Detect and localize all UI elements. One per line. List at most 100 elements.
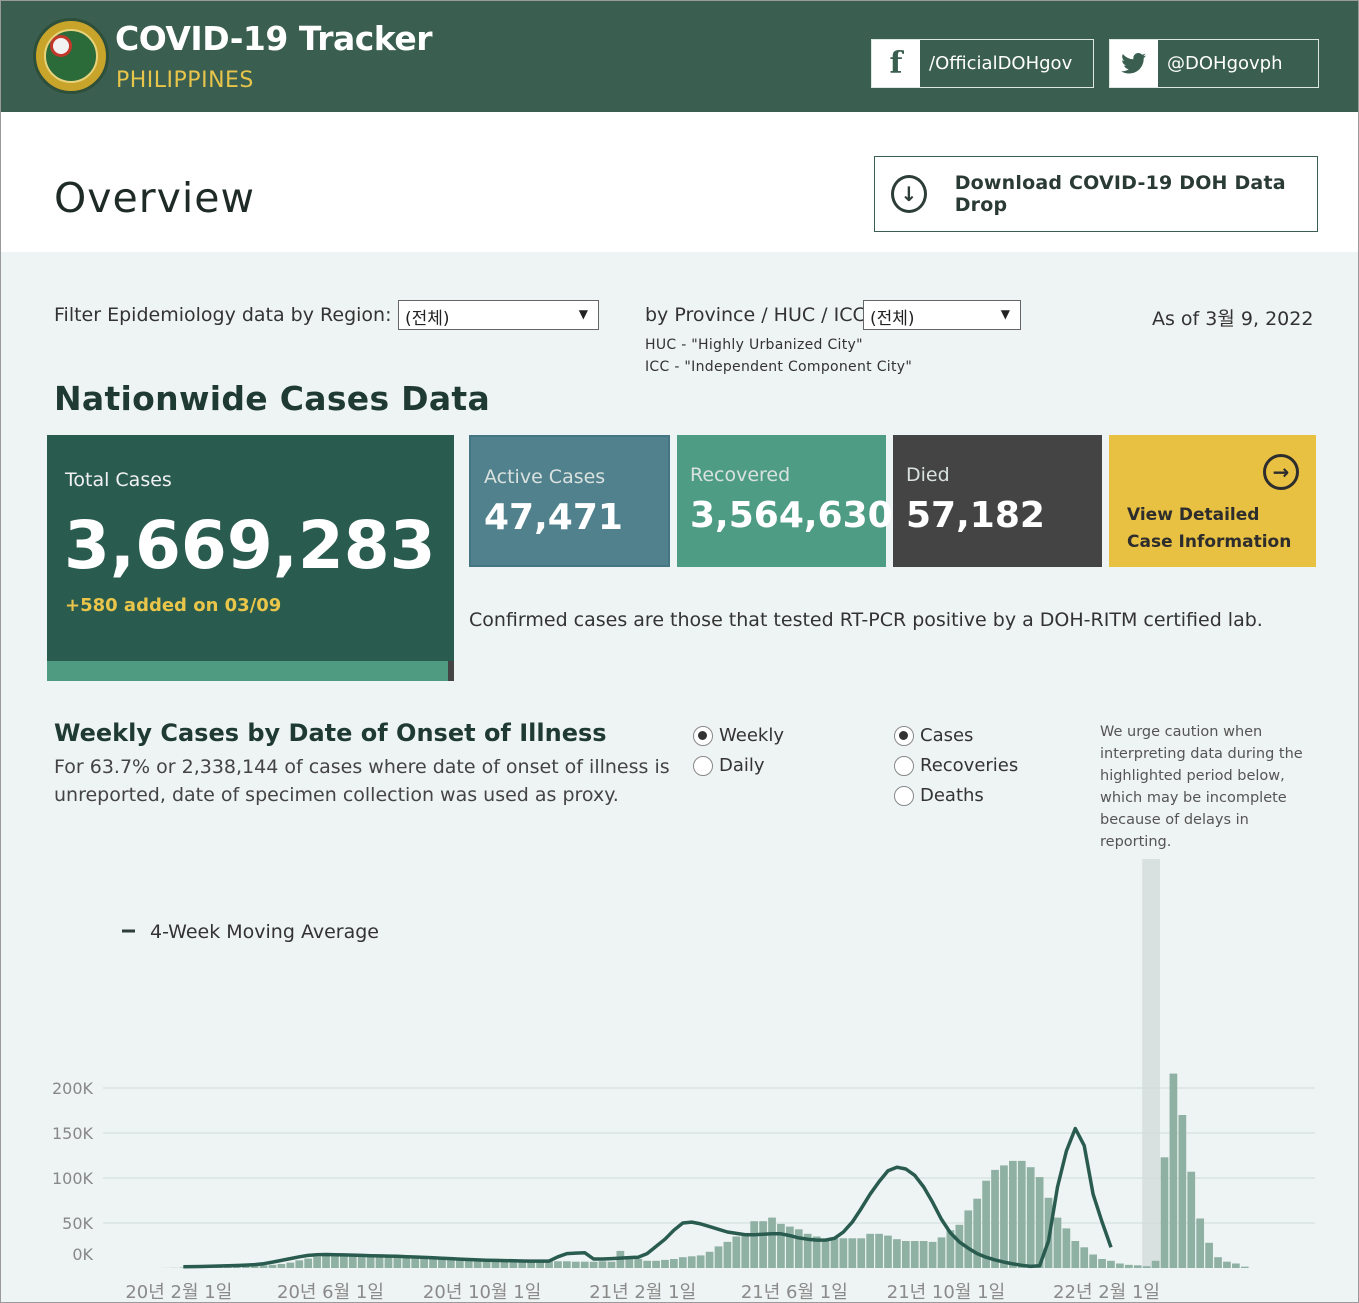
as-of-date: As of 3월 9, 2022 <box>1152 308 1314 330</box>
died-card: Died 57,182 <box>893 435 1102 567</box>
overview-band: Overview ↓ Download COVID-19 DOH Data Dr… <box>1 112 1358 252</box>
bar <box>536 1260 544 1268</box>
app-title: COVID-19 Tracker <box>115 19 433 58</box>
province-select[interactable]: (전체) ▼ <box>863 300 1021 330</box>
bar <box>1133 1265 1142 1268</box>
caution-note: We urge caution when interpreting data d… <box>1100 724 1303 850</box>
bar <box>509 1260 518 1268</box>
bar <box>1169 1073 1178 1268</box>
bar <box>447 1257 455 1268</box>
app-subtitle: PHILIPPINES <box>116 68 254 93</box>
highlight-period <box>1142 859 1161 1268</box>
bar <box>928 1241 937 1268</box>
bar <box>741 1232 750 1268</box>
bar <box>482 1259 491 1268</box>
region-select[interactable]: (전체) ▼ <box>398 300 599 330</box>
bar <box>919 1241 928 1268</box>
bar <box>670 1259 678 1268</box>
detail-label: View Detailed Case Information <box>1127 502 1291 556</box>
bar <box>518 1260 527 1268</box>
bar <box>1116 1263 1124 1268</box>
bar <box>393 1255 402 1268</box>
bar <box>554 1261 562 1268</box>
died-label: Died <box>906 464 950 486</box>
dropdown-arrow-icon: ▼ <box>1000 307 1010 321</box>
radio-daily[interactable]: Daily <box>693 755 765 776</box>
total-card-edge <box>448 661 454 681</box>
radio-weekly[interactable]: Weekly <box>693 725 784 746</box>
bar <box>973 1198 982 1268</box>
bar <box>313 1256 321 1268</box>
total-card-accent-bar <box>47 661 449 681</box>
bar <box>812 1236 821 1268</box>
facebook-link[interactable]: f /OfficialDOHgov <box>871 39 1094 88</box>
x-tick-label: 21년 10월 1일 <box>887 1282 1005 1303</box>
radio-deaths[interactable]: Deaths <box>894 785 984 806</box>
bar <box>241 1265 250 1268</box>
bar <box>1223 1261 1231 1268</box>
bar <box>1240 1266 1249 1268</box>
bar <box>1017 1160 1026 1268</box>
seal-core <box>50 35 72 57</box>
twitter-link[interactable]: @DOHgovph <box>1109 39 1319 88</box>
bar <box>794 1229 803 1268</box>
bar <box>259 1265 268 1268</box>
bar <box>893 1239 901 1268</box>
doh-seal-logo <box>33 18 109 94</box>
bar <box>982 1180 990 1268</box>
active-cases-value: 47,471 <box>484 497 623 538</box>
bar <box>866 1233 874 1268</box>
download-data-drop-button[interactable]: ↓ Download COVID-19 DOH Data Drop <box>874 156 1318 232</box>
bar <box>607 1261 616 1268</box>
twitter-label: @DOHgovph <box>1167 53 1283 74</box>
bar <box>286 1262 295 1268</box>
bar <box>545 1261 553 1268</box>
bar <box>643 1260 651 1268</box>
total-cases-label: Total Cases <box>65 469 172 491</box>
y-tick-label: 50K <box>62 1214 93 1233</box>
bar <box>652 1260 660 1268</box>
bar <box>402 1255 411 1268</box>
bar <box>1035 1177 1044 1268</box>
bar <box>500 1259 509 1268</box>
bar <box>857 1238 866 1268</box>
weekly-cases-subtitle: For 63.7% or 2,338,144 of cases where da… <box>54 756 670 806</box>
bar <box>1124 1264 1133 1268</box>
bar <box>277 1263 286 1268</box>
radio-deaths-label: Deaths <box>920 785 984 806</box>
radio-cases[interactable]: Cases <box>894 725 973 746</box>
legend-label: 4-Week Moving Average <box>150 921 379 943</box>
bar <box>759 1221 767 1268</box>
bar <box>384 1255 393 1268</box>
bar <box>375 1255 384 1268</box>
radio-cases-label: Cases <box>920 725 974 746</box>
bar <box>1205 1242 1213 1268</box>
x-tick-label: 21년 6월 1일 <box>741 1282 848 1303</box>
bar <box>580 1261 589 1268</box>
header-bar: COVID-19 Tracker PHILIPPINES f /Official… <box>1 1 1358 112</box>
active-cases-card: Active Cases 47,471 <box>469 435 670 567</box>
arrow-right-circle-icon: → <box>1263 454 1299 490</box>
facebook-label: /OfficialDOHgov <box>929 53 1073 74</box>
bar <box>937 1237 946 1268</box>
bar <box>687 1256 696 1268</box>
radio-daily-label: Daily <box>719 755 765 776</box>
region-filter-label: Filter Epidemiology data by Region: <box>54 304 392 326</box>
dropdown-arrow-icon: ▼ <box>578 307 588 321</box>
radio-recoveries[interactable]: Recoveries <box>894 755 1018 776</box>
bar <box>250 1265 259 1268</box>
nationwide-title: Nationwide Cases Data <box>54 379 491 418</box>
weekly-cases-chart: 200K 150K 100K 50K 0K 4-Week Moving Average 20… <box>52 859 1315 1303</box>
bar <box>991 1169 999 1268</box>
bar <box>1196 1218 1205 1268</box>
huc-note: HUC - "Highly Urbanized City" <box>645 337 863 353</box>
bar <box>348 1254 357 1268</box>
bar <box>464 1258 473 1268</box>
bar <box>955 1224 964 1268</box>
y-tick-label: 200K <box>52 1079 94 1098</box>
bar <box>295 1260 304 1268</box>
bar <box>777 1223 785 1268</box>
bar <box>1187 1171 1196 1268</box>
view-detailed-case-button[interactable]: → View Detailed Case Information <box>1109 435 1316 567</box>
